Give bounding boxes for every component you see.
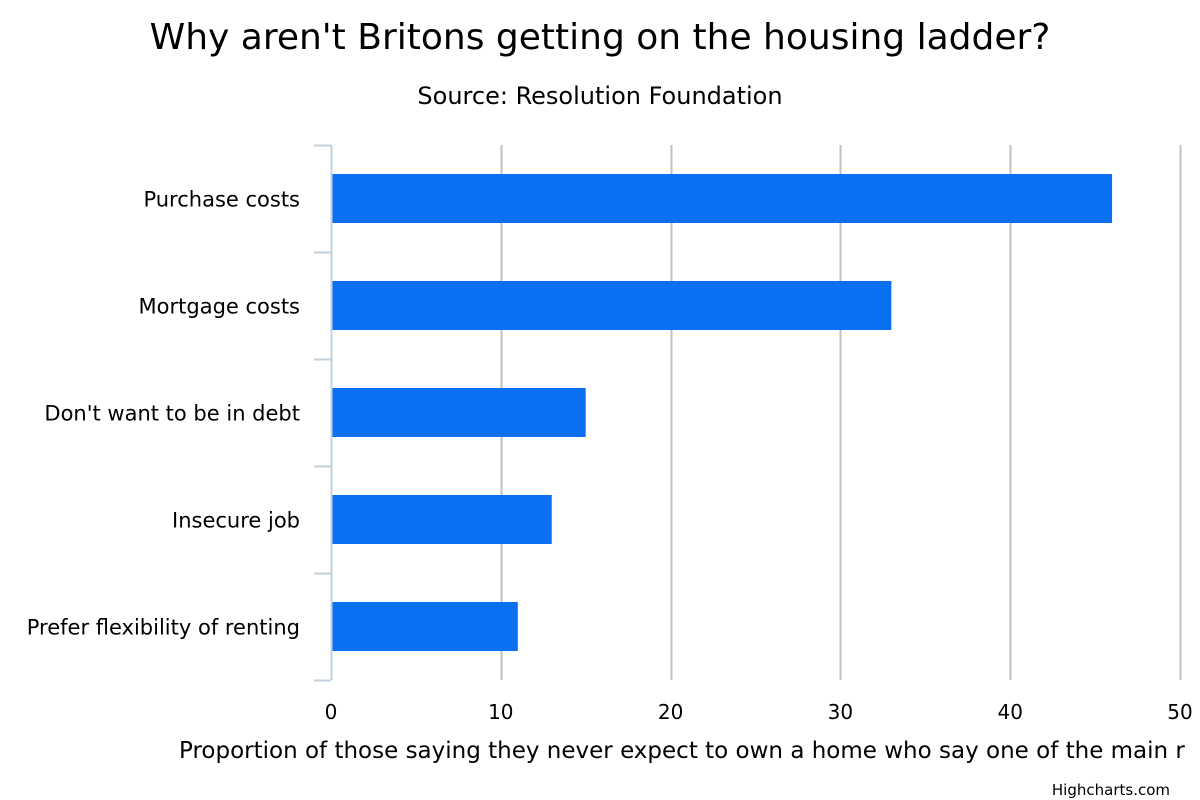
credits-link[interactable]: Highcharts.com xyxy=(1052,781,1170,799)
category-axis xyxy=(314,144,333,682)
bar-1[interactable] xyxy=(332,174,1113,223)
bars xyxy=(332,174,1113,651)
bar-5[interactable] xyxy=(332,602,518,651)
tick-label-0: 0 xyxy=(325,700,338,724)
bar-4[interactable] xyxy=(332,495,552,544)
category-label-5: Prefer flexibility of renting xyxy=(27,616,300,640)
category-labels: Purchase costs Mortgage costs Don't want t… xyxy=(27,188,300,640)
value-axis-title: Proportion of those saying they never ex… xyxy=(179,738,1185,764)
value-axis-ticks: 0 10 20 30 40 50 xyxy=(325,700,1193,724)
bar-3[interactable] xyxy=(332,388,586,437)
chart-subtitle: Source: Resolution Foundation xyxy=(417,82,782,110)
tick-label-40: 40 xyxy=(997,700,1022,724)
tick-label-50: 50 xyxy=(1167,700,1192,724)
category-label-3: Don't want to be in debt xyxy=(44,402,300,426)
bar-2[interactable] xyxy=(332,281,892,330)
tick-label-10: 10 xyxy=(488,700,513,724)
category-label-1: Purchase costs xyxy=(143,188,300,212)
chart-title: Why aren't Britons getting on the housin… xyxy=(150,17,1051,58)
tick-label-30: 30 xyxy=(828,700,853,724)
category-label-2: Mortgage costs xyxy=(139,295,300,319)
category-label-4: Insecure job xyxy=(172,509,300,533)
grid-lines xyxy=(500,145,1182,680)
tick-label-20: 20 xyxy=(658,700,683,724)
